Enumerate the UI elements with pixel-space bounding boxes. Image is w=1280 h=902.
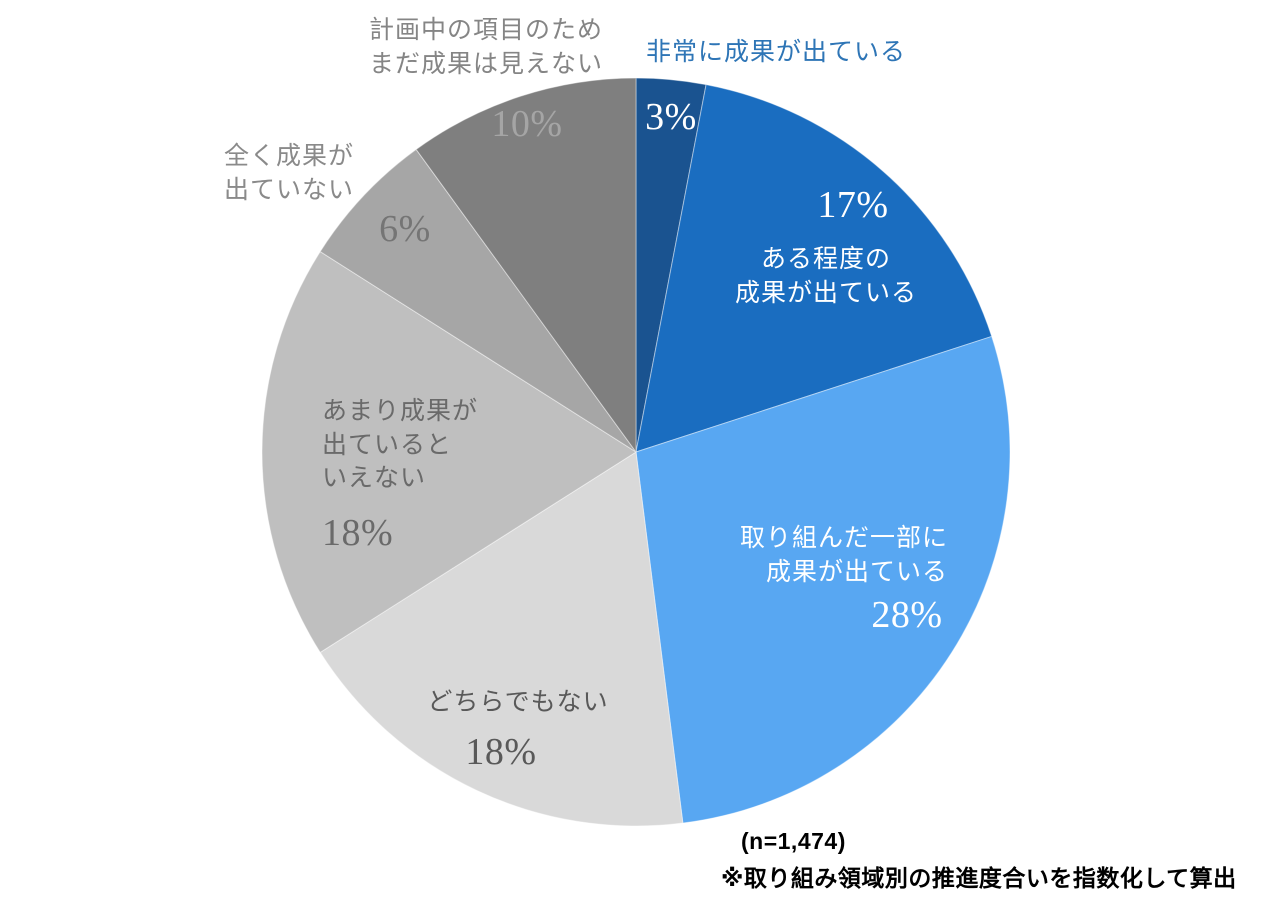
label-line: 出ていると	[322, 430, 453, 459]
pie-slice-not-effective	[319, 148, 637, 453]
label-not-really-effective: あまり成果が 出ていると いえない	[322, 395, 478, 496]
label-very-effective: 非常に成果が出ている	[646, 38, 907, 66]
label-somewhat-effective: ある程度の 成果が出ている	[735, 243, 917, 310]
value-neutral: 18%	[465, 731, 537, 773]
label-not-effective: 全く成果が 出ていない	[224, 140, 354, 207]
label-line: あまり成果が	[322, 397, 479, 425]
value-somewhat-effective: 17%	[817, 184, 889, 226]
label-planned-no-results-yet: 計画中の項目のため まだ成果は見えない	[340, 14, 632, 81]
value-very-effective: 3%	[645, 96, 697, 138]
label-line: いえない	[322, 464, 427, 492]
label-line: 取り組んだ一部に	[739, 524, 948, 552]
value-not-effective: 6%	[379, 208, 431, 250]
pie-chart	[261, 77, 1011, 827]
label-line: 出ていない	[224, 175, 355, 204]
pie-svg	[261, 77, 1011, 827]
footnote: ※取り組み領域別の推進度合いを指数化して算出	[721, 865, 1237, 891]
value-partially-effective: 28%	[871, 594, 943, 636]
value-not-really-effective: 18%	[322, 512, 394, 554]
pie-slice-very-effective	[635, 77, 707, 453]
pie-slice-partially-effective	[635, 335, 1011, 824]
label-partially-effective: 取り組んだ一部に 成果が出ている	[740, 522, 948, 589]
pie-slice-planned-no-results-yet	[415, 77, 637, 453]
label-line: 成果が出ている	[765, 557, 948, 586]
label-line: 成果が出ている	[734, 278, 918, 307]
label-line: 全く成果が	[224, 142, 355, 170]
label-neutral: どちらでもない	[427, 688, 609, 716]
sample-size-label: (n=1,474)	[741, 828, 846, 854]
pie-slice-somewhat-effective	[635, 84, 993, 453]
value-planned-no-results-yet: 10%	[491, 103, 563, 145]
label-line: ある程度の	[760, 245, 892, 273]
pie-slice-not-really-effective	[261, 251, 637, 653]
label-line: まだ成果は見えない	[368, 49, 603, 78]
label-line: 計画中の項目のため	[368, 16, 603, 44]
pie-slice-neutral	[319, 451, 684, 827]
